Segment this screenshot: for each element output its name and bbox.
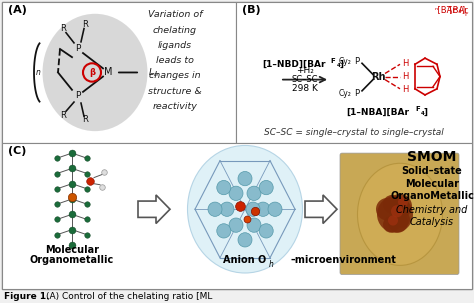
Bar: [236, 2, 472, 143]
Text: Anion O: Anion O: [223, 255, 266, 265]
Text: ⁿ[BArᶠ₄]: ⁿ[BArᶠ₄]: [435, 5, 466, 14]
Text: Catalysis: Catalysis: [410, 217, 454, 227]
Circle shape: [220, 202, 234, 216]
Polygon shape: [138, 195, 170, 224]
Text: H: H: [402, 85, 409, 94]
Text: Cy₂: Cy₂: [338, 89, 351, 98]
Text: reactivity: reactivity: [153, 102, 198, 111]
Text: ligands: ligands: [158, 41, 192, 50]
Text: chelating: chelating: [153, 25, 197, 35]
Circle shape: [376, 198, 398, 221]
Text: R: R: [82, 115, 88, 124]
Text: Rh: Rh: [371, 72, 385, 82]
Text: structure &: structure &: [148, 87, 202, 96]
Text: [1–NBA][BAr: [1–NBA][BAr: [346, 108, 410, 117]
Circle shape: [208, 202, 222, 216]
Text: R: R: [82, 20, 88, 29]
Circle shape: [259, 180, 273, 195]
Circle shape: [383, 216, 399, 233]
Text: Chemistry and: Chemistry and: [396, 205, 468, 215]
Circle shape: [391, 205, 403, 217]
Circle shape: [238, 171, 252, 186]
Polygon shape: [305, 195, 337, 224]
Circle shape: [217, 224, 231, 238]
Circle shape: [247, 218, 261, 232]
Text: h: h: [269, 260, 273, 269]
Text: SC–SC = single–crystal to single–crystal: SC–SC = single–crystal to single–crystal: [264, 128, 444, 137]
Ellipse shape: [43, 14, 147, 131]
Circle shape: [217, 180, 231, 195]
Circle shape: [247, 186, 261, 201]
Text: R: R: [60, 24, 66, 33]
Text: n: n: [36, 68, 40, 77]
Circle shape: [259, 224, 273, 238]
Text: Variation of: Variation of: [148, 10, 202, 19]
Text: Molecular: Molecular: [405, 178, 459, 188]
Text: $L_n$: $L_n$: [148, 66, 159, 79]
Text: Organometallic: Organometallic: [30, 255, 114, 265]
Bar: [2, 2, 236, 143]
Ellipse shape: [357, 163, 443, 265]
Circle shape: [268, 202, 282, 216]
Text: R: R: [60, 111, 66, 120]
Text: F: F: [415, 106, 420, 112]
Text: ₄]: ₄]: [337, 60, 345, 69]
Text: SMOM: SMOM: [407, 150, 456, 164]
Text: (B): (B): [242, 5, 261, 15]
Text: P: P: [75, 45, 81, 54]
Circle shape: [388, 194, 412, 218]
Circle shape: [256, 202, 270, 216]
Text: M: M: [104, 68, 112, 78]
Text: P: P: [75, 92, 81, 100]
Text: leads to: leads to: [156, 56, 194, 65]
Circle shape: [238, 233, 252, 247]
Text: +H₂: +H₂: [296, 66, 314, 75]
Circle shape: [394, 211, 410, 228]
Text: H: H: [402, 59, 409, 68]
Bar: [2, 143, 472, 289]
Circle shape: [246, 202, 260, 216]
Circle shape: [383, 195, 401, 213]
Text: SC–SC: SC–SC: [292, 75, 318, 84]
Text: ₄]: ₄]: [421, 108, 429, 117]
Text: changes in: changes in: [149, 72, 201, 80]
Circle shape: [229, 186, 243, 201]
Text: Cy₂: Cy₂: [338, 57, 351, 66]
Circle shape: [229, 218, 243, 232]
Text: ¯[BAr: ¯[BAr: [445, 5, 468, 14]
Circle shape: [398, 197, 408, 207]
Circle shape: [388, 212, 408, 233]
Text: 298 K: 298 K: [292, 84, 318, 93]
Circle shape: [377, 196, 413, 233]
FancyBboxPatch shape: [340, 153, 459, 275]
Text: [1–NBD][BAr: [1–NBD][BAr: [262, 60, 326, 69]
Text: β: β: [89, 68, 95, 77]
Text: (A) Control of the chelating ratio [ML: (A) Control of the chelating ratio [ML: [46, 292, 212, 301]
Text: Molecular: Molecular: [45, 245, 99, 255]
Text: H: H: [402, 72, 409, 81]
Text: F: F: [465, 12, 468, 17]
Text: F: F: [330, 58, 335, 64]
Text: P: P: [355, 89, 360, 98]
Text: (C): (C): [8, 146, 27, 156]
Text: Solid–state: Solid–state: [401, 166, 462, 176]
Circle shape: [388, 215, 398, 225]
Text: (A): (A): [8, 5, 27, 15]
Text: P: P: [355, 57, 360, 66]
Text: –microenvironment: –microenvironment: [291, 255, 397, 265]
Ellipse shape: [188, 145, 302, 273]
Text: OrganoMetallic: OrganoMetallic: [390, 191, 474, 201]
Text: Figure 1.: Figure 1.: [4, 292, 49, 301]
